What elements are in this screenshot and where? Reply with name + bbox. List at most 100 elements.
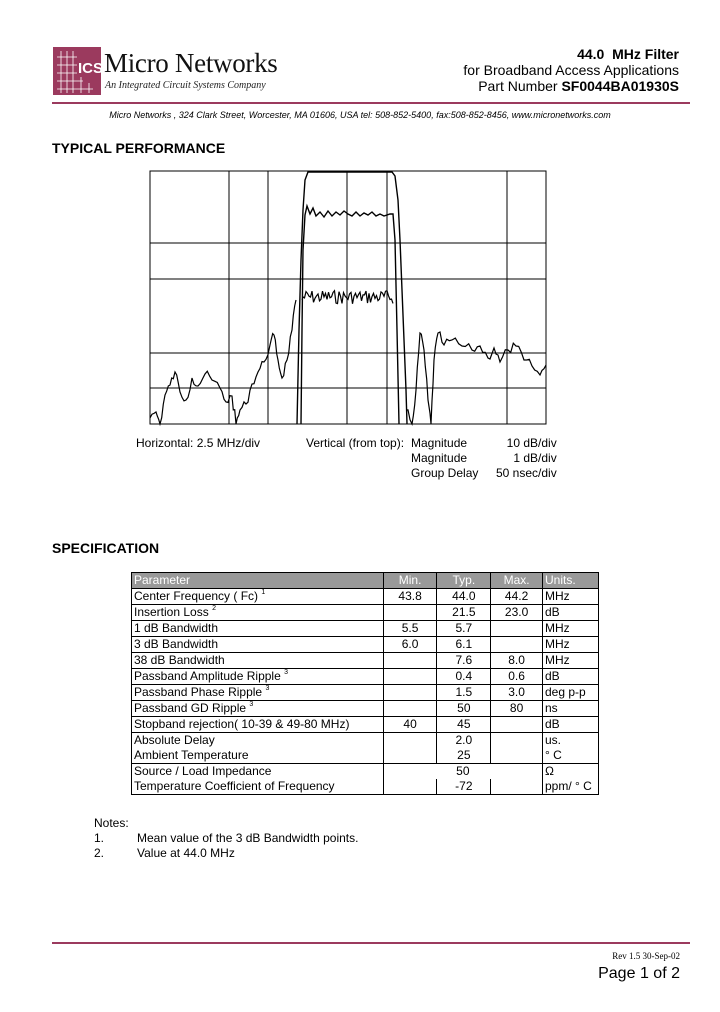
parameter-cell: Source / Load Impedance — [131, 763, 384, 779]
footnote-ref: 3 — [249, 701, 254, 708]
units-cell: MHz — [542, 588, 599, 605]
trace-scales: 10 dB/div 1 dB/div 50 nsec/div — [496, 436, 557, 481]
max-cell: 8.0 — [490, 652, 543, 669]
parameter-cell: Passband Phase Ripple 3 — [131, 684, 384, 701]
trace-name: Magnitude — [411, 436, 468, 450]
min-cell — [382, 779, 438, 795]
title-rest: MHz Filter — [612, 46, 679, 62]
typ-cell: -72 — [436, 779, 492, 795]
min-cell — [382, 700, 438, 717]
parameter-cell: Passband Amplitude Ripple 3 — [131, 668, 384, 685]
max-cell: 3.0 — [490, 684, 543, 701]
typ-cell: 6.1 — [436, 636, 492, 653]
typ-cell: 2.0 — [436, 732, 492, 748]
trace-scale: 50 nsec/div — [496, 466, 557, 480]
table-row: Source / Load Impedance 50 Ω — [131, 763, 599, 779]
horizontal-scale: Horizontal: 2.5 MHz/div — [136, 436, 261, 450]
column-header: Min. — [382, 572, 438, 589]
min-cell: 5.5 — [382, 620, 438, 637]
table-row: Passband GD Ripple 3 50 80 ns — [131, 700, 599, 717]
table-row: Center Frequency ( Fc) 1 43.8 44.0 44.2 MHz — [131, 588, 599, 605]
trace-legend: Magnitude Magnitude Group Delay — [411, 436, 478, 481]
min-cell: 6.0 — [382, 636, 438, 653]
table-row: Temperature Coefficient of Frequency -72 p… — [131, 779, 599, 795]
footer-divider — [52, 942, 690, 944]
units-cell: ns — [542, 700, 599, 717]
max-cell — [490, 732, 543, 748]
units-cell: Ω — [542, 763, 599, 779]
table-row: Insertion Loss 2 21.5 23.0 dB — [131, 604, 599, 621]
parameter-name: Stopband rejection( 10-39 & 49-80 MHz) — [134, 717, 350, 731]
min-cell — [382, 668, 438, 685]
typ-cell: 0.4 — [436, 668, 492, 685]
performance-heading: TYPICAL PERFORMANCE — [52, 140, 226, 156]
max-cell: 23.0 — [490, 604, 543, 621]
typ-cell: 5.7 — [436, 620, 492, 637]
typ-cell: 1.5 — [436, 684, 492, 701]
units-cell: dB — [542, 604, 599, 621]
parameter-cell: Absolute Delay — [131, 732, 384, 748]
trace-magnitude-10db — [296, 171, 408, 425]
column-header: Typ. — [436, 572, 492, 589]
trace-name: Magnitude — [411, 451, 468, 465]
footnote-ref: 2 — [212, 605, 216, 612]
table-header-row: Parameter Min. Typ. Max. Units. — [131, 572, 599, 589]
min-cell — [382, 604, 438, 621]
parameter-cell: 1 dB Bandwidth — [131, 620, 384, 637]
parameter-cell: Passband GD Ripple 3 — [131, 700, 384, 717]
max-cell — [490, 779, 543, 795]
parameter-name: 3 dB Bandwidth — [134, 637, 219, 651]
brand-tagline: An Integrated Circuit Systems Company — [105, 80, 266, 91]
part-label: Part Number — [478, 78, 558, 94]
column-header: Max. — [490, 572, 543, 589]
typ-cell: 50 — [436, 700, 492, 717]
header-divider — [52, 102, 690, 104]
note-number: 2. — [94, 846, 105, 860]
note-text: Value at 44.0 MHz — [137, 846, 235, 860]
table-row: Passband Phase Ripple 3 1.5 3.0 deg p-p — [131, 684, 599, 701]
max-cell — [490, 716, 543, 733]
trace-scale: 1 dB/div — [513, 451, 557, 465]
column-header: Parameter — [131, 572, 384, 589]
min-cell: 43.8 — [382, 588, 438, 605]
product-title: 44.0 MHz Filter for Broadband Access App… — [463, 46, 679, 94]
page-label: Page — [598, 965, 636, 982]
note-text: Mean value of the 3 dB Bandwidth points. — [137, 831, 359, 845]
max-cell: 44.2 — [490, 588, 543, 605]
units-cell: MHz — [542, 636, 599, 653]
parameter-name: Center Frequency ( Fc) — [134, 589, 259, 603]
parameter-name: Insertion Loss — [134, 605, 209, 619]
min-cell — [382, 732, 438, 748]
parameter-name: Passband Phase Ripple — [134, 685, 263, 699]
typ-cell: 21.5 — [436, 604, 492, 621]
notes-title: Notes: — [94, 816, 129, 830]
page-of: of — [653, 965, 667, 982]
table-row: 38 dB Bandwidth 7.6 8.0 MHz — [131, 652, 599, 669]
trace-stopband — [149, 299, 547, 427]
units-cell: MHz — [542, 652, 599, 669]
trace-scale: 10 dB/div — [506, 436, 557, 450]
parameter-cell: Insertion Loss 2 — [131, 604, 384, 621]
parameter-cell: 3 dB Bandwidth — [131, 636, 384, 653]
specification-heading: SPECIFICATION — [52, 540, 160, 556]
max-cell — [490, 636, 543, 653]
min-cell — [382, 652, 438, 669]
parameter-cell: Stopband rejection( 10-39 & 49-80 MHz) — [131, 716, 384, 733]
footnote-ref: 3 — [284, 669, 289, 676]
max-cell: 80 — [490, 700, 543, 717]
parameter-name: 1 dB Bandwidth — [134, 621, 219, 635]
note-number: 1. — [94, 831, 105, 845]
revision: Rev 1.5 30-Sep-02 — [612, 951, 680, 961]
table-row: Ambient Temperature 25 ° C — [131, 748, 599, 764]
page-number: Page 1 of 2 — [598, 965, 680, 983]
specification-table: Parameter Min. Typ. Max. Units. Center F… — [131, 572, 599, 795]
notes: Notes: 1. Mean value of the 3 dB Bandwidt… — [94, 816, 358, 861]
value-cell: 50 — [382, 763, 544, 779]
min-cell — [382, 684, 438, 701]
units-cell: deg p-p — [542, 684, 599, 701]
brand-name: Micro Networks — [104, 48, 278, 78]
max-cell — [490, 620, 543, 637]
typ-cell: 25 — [436, 748, 492, 764]
subtitle: for Broadband Access Applications — [463, 62, 679, 78]
parameter-cell: Ambient Temperature — [131, 748, 384, 764]
